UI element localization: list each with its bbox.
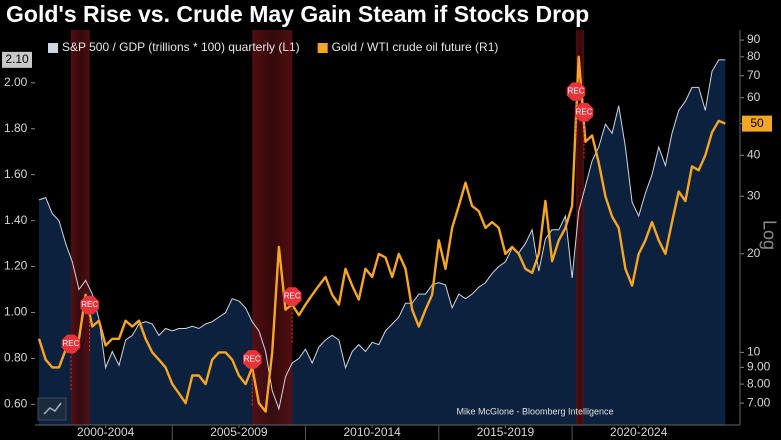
y-tick-label: 1.20 <box>4 259 28 273</box>
y2-tick-label: 40 <box>747 148 761 162</box>
y2-tick-label: 10 <box>747 345 761 359</box>
recession-marker <box>283 287 302 306</box>
chart-title: Gold's Rise vs. Crude May Gain Steam if … <box>6 1 589 27</box>
recession-label: REC <box>63 339 80 348</box>
area-line <box>38 59 726 411</box>
y2-tick-label: 7.00 <box>747 395 771 409</box>
recession-band <box>70 30 90 425</box>
current-value-tag <box>2 51 32 68</box>
recession-band <box>576 30 585 425</box>
legend-swatch <box>317 43 328 53</box>
recession-label: REC <box>284 292 301 301</box>
y-tick-label: 0.80 <box>4 351 28 365</box>
y-tick-label: 1.60 <box>4 167 28 181</box>
area-fill <box>39 59 726 426</box>
y2-tick-label: 20 <box>747 246 761 260</box>
y2-tick-label: 60 <box>747 90 761 104</box>
current-value-tag <box>742 115 772 132</box>
x-tick-label: 2005-2009 <box>210 425 268 439</box>
recession-label: REC <box>576 107 593 116</box>
plot-area: REC REC REC REC REC REC 0.60 0.80 1.00 1.20 1.40 1.… <box>2 30 772 440</box>
x-tick-label: 2010-2014 <box>343 425 401 439</box>
y2-tick-label: 70 <box>747 68 761 82</box>
recession-marker <box>566 82 586 101</box>
y2-tick-label: 80 <box>747 49 761 63</box>
recession-label: REC <box>568 87 585 96</box>
x-tick-label: 2000-2004 <box>77 425 135 439</box>
recession-label: REC <box>244 354 261 363</box>
x-tick-label: 2015-2019 <box>477 425 535 439</box>
legend-label: S&P 500 / GDP (trillions * 100) quarterl… <box>62 40 300 54</box>
source-annotation: Mike McGlone - Bloomberg Intelligence <box>456 406 613 416</box>
y-tick-label: 1.40 <box>4 213 28 227</box>
recession-marker <box>574 103 594 122</box>
y2-tick-label: 30 <box>747 188 761 202</box>
recession-marker <box>80 295 99 315</box>
current-value-label: 50 <box>750 116 764 130</box>
y2-tick-label: 9.00 <box>747 360 771 374</box>
current-value-label: 2.10 <box>5 52 29 66</box>
recession-marker <box>243 350 262 369</box>
chart-icon-glyph <box>43 402 62 415</box>
line <box>37 55 726 413</box>
y-tick-label: 0.60 <box>4 397 28 411</box>
recession-marker <box>61 334 81 354</box>
y-tick-label: 1.00 <box>4 305 28 319</box>
y-tick-label: 1.80 <box>4 121 28 135</box>
y-tick-label: 2.00 <box>4 75 28 89</box>
legend-label: Gold / WTI crude oil future (R1) <box>332 40 499 54</box>
y2-tick-label: 8.00 <box>747 376 771 390</box>
x-tick-label: 2020-2024 <box>610 425 668 439</box>
recession-label: REC <box>81 300 98 309</box>
legend-swatch <box>48 43 58 53</box>
y2-tick-label: 90 <box>747 32 761 46</box>
y2-axis-title: Log <box>759 220 779 250</box>
